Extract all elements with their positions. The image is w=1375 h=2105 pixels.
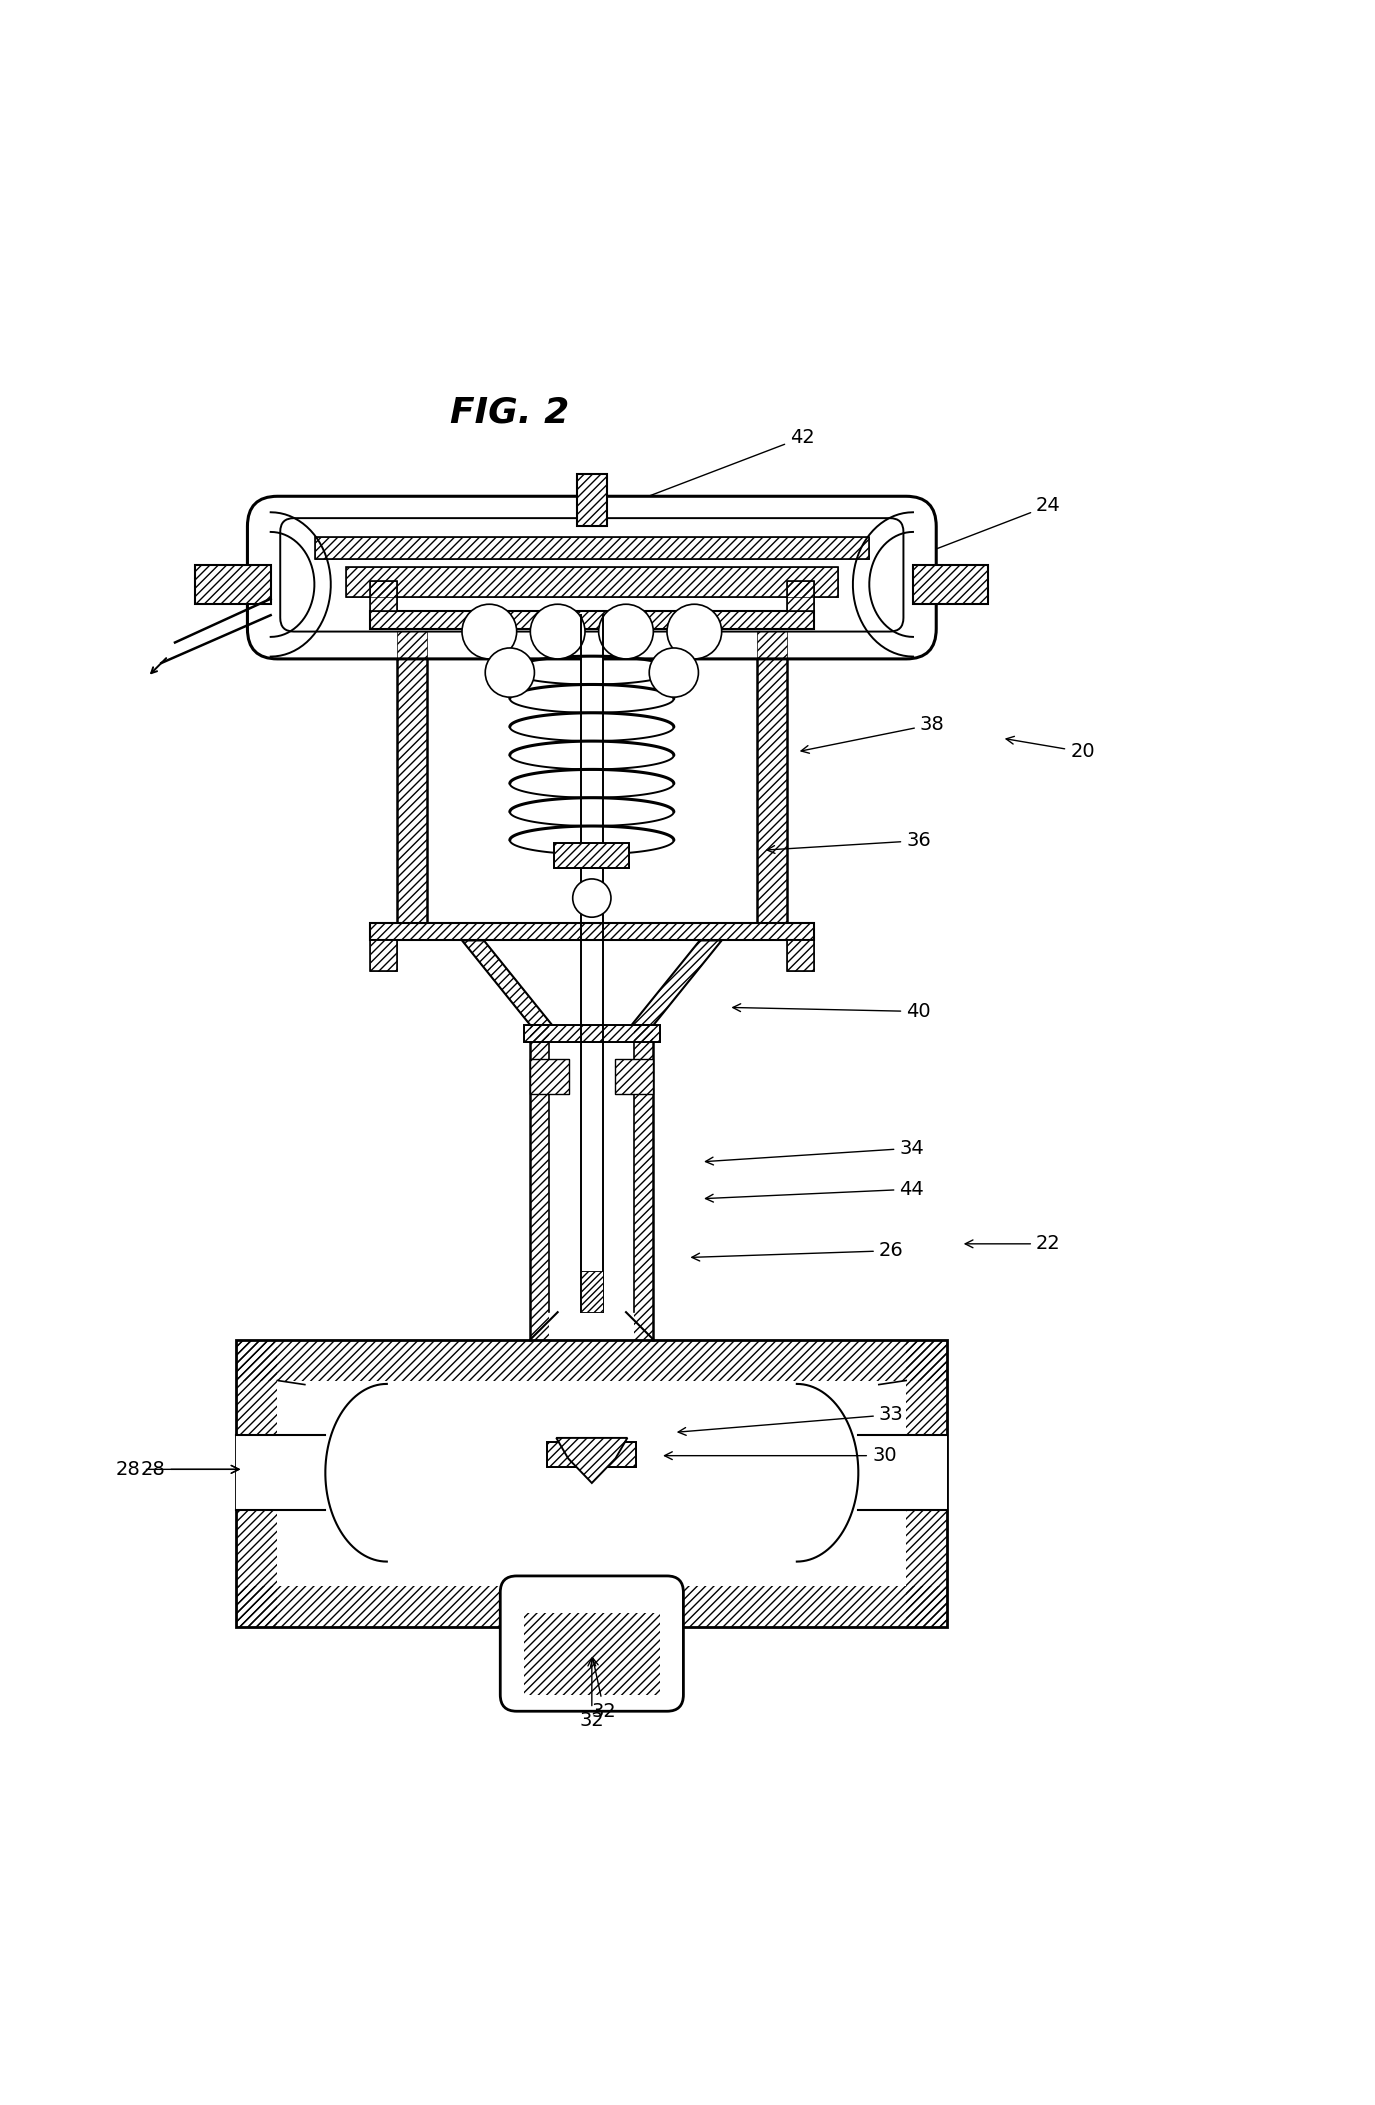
Bar [524, 1025, 660, 1042]
Bar [236, 1436, 333, 1509]
Circle shape [531, 604, 584, 659]
FancyBboxPatch shape [280, 518, 903, 632]
Bar [531, 1059, 569, 1092]
Text: 44: 44 [705, 1179, 924, 1202]
Bar [786, 941, 814, 970]
Bar [236, 1339, 947, 1627]
Text: 32: 32 [591, 1659, 616, 1720]
Text: 36: 36 [767, 831, 931, 853]
Bar [547, 1442, 637, 1467]
Bar [397, 629, 428, 922]
Bar [634, 1025, 653, 1339]
Bar [370, 922, 814, 941]
Bar [554, 844, 630, 867]
Bar [315, 537, 869, 560]
Bar [346, 568, 837, 598]
Text: 38: 38 [802, 716, 945, 754]
Text: 32: 32 [579, 1659, 604, 1730]
Bar [786, 941, 814, 970]
Bar [195, 566, 271, 604]
Text: 40: 40 [733, 1002, 931, 1021]
Text: 26: 26 [692, 1242, 903, 1261]
Bar [315, 537, 869, 560]
Bar [370, 610, 814, 629]
Text: 28: 28 [140, 1461, 239, 1480]
Bar [786, 581, 814, 610]
Polygon shape [462, 941, 553, 1025]
Bar [397, 629, 428, 922]
Bar [786, 581, 814, 610]
FancyBboxPatch shape [500, 1577, 683, 1711]
Bar [615, 1059, 653, 1092]
Bar [554, 844, 630, 867]
Bar [531, 1025, 550, 1339]
Polygon shape [631, 941, 722, 1025]
FancyBboxPatch shape [248, 497, 936, 659]
Circle shape [667, 604, 722, 659]
Text: 24: 24 [910, 497, 1060, 560]
Bar [236, 1585, 947, 1627]
Bar [370, 581, 397, 610]
Bar [615, 1059, 653, 1092]
Bar [524, 1612, 660, 1695]
Bar [370, 581, 397, 610]
Text: 33: 33 [678, 1406, 903, 1436]
Bar [580, 1271, 602, 1311]
Bar [547, 1442, 637, 1467]
Text: 28: 28 [116, 1461, 239, 1480]
Bar [370, 941, 397, 970]
Bar [580, 615, 602, 1311]
Bar [236, 1339, 947, 1381]
Bar [531, 1059, 569, 1092]
Circle shape [649, 648, 698, 697]
Circle shape [598, 604, 653, 659]
Bar [576, 474, 606, 526]
Bar [370, 922, 814, 941]
Bar [913, 566, 989, 604]
Circle shape [485, 648, 535, 697]
Circle shape [573, 880, 610, 918]
Text: 30: 30 [664, 1446, 896, 1465]
Text: 20: 20 [1006, 737, 1094, 762]
Bar [851, 1436, 947, 1509]
Bar [236, 1339, 278, 1627]
Text: 22: 22 [965, 1234, 1060, 1252]
Polygon shape [557, 1438, 627, 1484]
Bar [580, 1271, 602, 1311]
Bar [195, 566, 271, 604]
Bar [524, 1025, 660, 1042]
Bar [346, 568, 837, 598]
Bar [913, 566, 989, 604]
Bar [370, 941, 397, 970]
Text: 34: 34 [705, 1139, 924, 1164]
Text: FIG. 2: FIG. 2 [450, 396, 569, 429]
Bar [756, 629, 786, 922]
Text: 42: 42 [609, 427, 815, 512]
Bar [370, 610, 814, 629]
Bar [576, 474, 606, 526]
Bar [756, 629, 786, 922]
Bar [906, 1339, 947, 1627]
Circle shape [462, 604, 517, 659]
